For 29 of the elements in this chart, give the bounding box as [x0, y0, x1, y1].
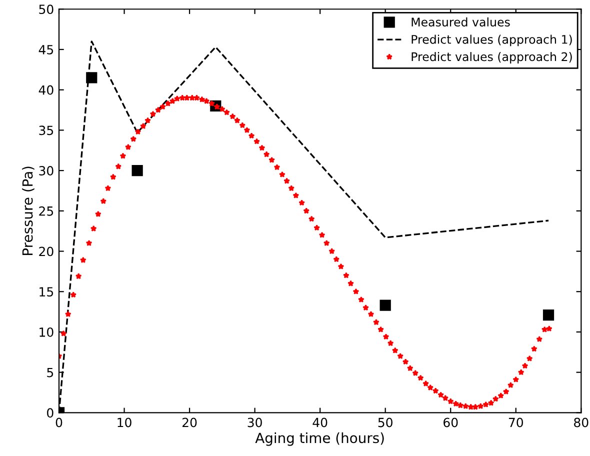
point: [542, 309, 554, 321]
y-axis-title: Pressure (Pa): [22, 166, 34, 255]
x-axis-title: Aging time (hours): [255, 432, 384, 446]
y-tick-label: 50: [39, 4, 54, 14]
x-tick-label: 10: [118, 418, 132, 428]
y-tick-label: 40: [38, 85, 54, 95]
y-tick-label: 30: [39, 166, 54, 176]
y-tick-label: 25: [39, 206, 54, 216]
x-tick-label: 80: [574, 418, 588, 428]
x-tick-label: 50: [378, 418, 392, 428]
y-tick-label: 0: [47, 408, 54, 418]
y-tick-label: 5: [47, 368, 54, 378]
x-tick-label: 40: [312, 418, 328, 428]
point: [86, 72, 98, 84]
x-tick-label: 70: [508, 418, 524, 428]
point: [132, 164, 143, 176]
x-tick-label: 30: [248, 418, 262, 428]
y-tick-label: 20: [39, 246, 54, 256]
point: [380, 300, 391, 311]
x-tick-label: 0: [56, 418, 62, 428]
y-tick-label: 15: [40, 287, 54, 297]
x-tick-label: 20: [182, 418, 197, 428]
legend-label: Predict values (approach 1): [412, 34, 572, 46]
legend-label: Measured values: [412, 17, 510, 27]
y-tick-label: 35: [39, 126, 54, 136]
y-tick-label: 10: [40, 327, 54, 337]
x-tick-label: 60: [444, 418, 458, 428]
legend-label: Predict values (approach 2): [412, 52, 572, 64]
y-tick-label: 45: [38, 45, 54, 54]
